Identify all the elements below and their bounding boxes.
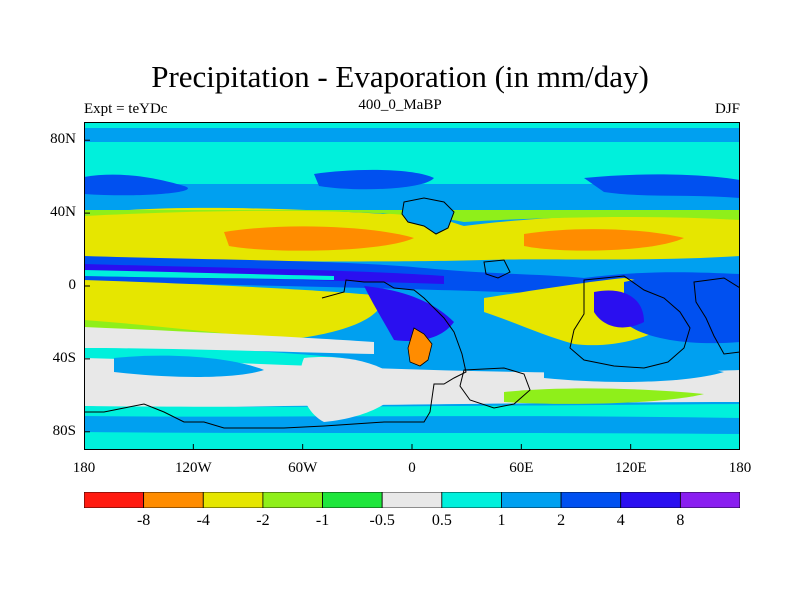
field-dry-band-south-1 xyxy=(84,280,384,341)
field-itcz-core xyxy=(84,264,444,284)
y-tick-label: 0 xyxy=(68,277,77,293)
y-tick-label: 40S xyxy=(52,349,76,366)
colorbar-label: -1 xyxy=(315,512,330,529)
x-tick-label: 120W xyxy=(174,460,212,476)
colorbar xyxy=(83,491,741,509)
precip-evap-map xyxy=(83,122,741,450)
field-continent-neutral xyxy=(300,357,404,422)
continent-outline-east xyxy=(569,275,691,369)
experiment-label: Expt = teYDc xyxy=(84,101,168,117)
continent-outline-gondwana xyxy=(84,279,467,429)
field-dry-core-north-1 xyxy=(224,226,414,251)
continent-outline-islet xyxy=(483,259,511,279)
colorbar-label: 0.5 xyxy=(431,512,452,529)
colorbar-swatch xyxy=(83,491,145,509)
field-dry-band-north-edge xyxy=(84,210,740,222)
field-storm-track-1 xyxy=(84,174,188,196)
field-southern-blue-1 xyxy=(114,355,264,377)
colorbar-label: -2 xyxy=(256,512,270,529)
y-tick-label: 80N xyxy=(50,131,76,148)
x-tick-label: 60E xyxy=(509,460,534,476)
field-dry-core-north-2 xyxy=(524,229,684,251)
colorbar-label: 1 xyxy=(497,512,506,529)
colorbar-swatch xyxy=(560,491,622,509)
continent-outline-north xyxy=(401,197,455,235)
colorbar-swatches xyxy=(83,491,741,509)
season-label: DJF xyxy=(714,101,740,117)
x-tick-label: 180 xyxy=(728,460,752,476)
colorbar-label: 4 xyxy=(616,512,625,529)
plot-title: Precipitation - Evaporation (in mm/day) xyxy=(151,59,649,94)
field-storm-track-2 xyxy=(314,169,434,190)
map-panel xyxy=(83,122,741,450)
y-tick-label: 80S xyxy=(52,422,76,439)
colorbar-swatch xyxy=(501,491,562,509)
colorbar-swatch xyxy=(441,491,502,509)
field-southern-blue-2 xyxy=(544,362,724,382)
field-itcz-cyan xyxy=(84,270,334,280)
x-tick-label: 60W xyxy=(288,460,318,476)
colorbar-swatch xyxy=(262,491,323,509)
continent-outline-far-east xyxy=(693,277,740,355)
colorbar-swatch xyxy=(679,491,741,509)
colorbar-label: -0.5 xyxy=(369,512,395,529)
y-tick-label: 40N xyxy=(50,204,76,221)
colorbar-swatch xyxy=(322,491,383,509)
field-southern-ocean-blue xyxy=(84,416,740,434)
continent-outline-southeast xyxy=(459,367,531,409)
field-wet-core-africa xyxy=(364,286,454,342)
field-wet-core-asia xyxy=(594,290,644,328)
colorbar-swatch xyxy=(143,491,204,509)
continent-dry-patch xyxy=(407,327,433,367)
period-label: 400_0_MaBP xyxy=(358,97,442,113)
x-tick-label: 0 xyxy=(408,460,416,476)
x-tick-label: 180 xyxy=(72,460,96,476)
colorbar-label: -4 xyxy=(196,512,210,529)
colorbar-label: 2 xyxy=(557,512,566,529)
colorbar-label: 8 xyxy=(676,512,685,529)
field-southern-green xyxy=(504,388,704,404)
field-band-arctic-blue xyxy=(84,128,740,142)
x-tick-label: 120E xyxy=(614,460,647,476)
field-south-neutral xyxy=(84,327,374,354)
colorbar-swatch xyxy=(202,491,264,509)
colorbar-swatch xyxy=(620,491,681,509)
colorbar-label: -8 xyxy=(136,512,151,529)
field-storm-track-3 xyxy=(584,174,740,198)
colorbar-swatch xyxy=(381,491,443,509)
y-tick-marks xyxy=(84,139,90,433)
